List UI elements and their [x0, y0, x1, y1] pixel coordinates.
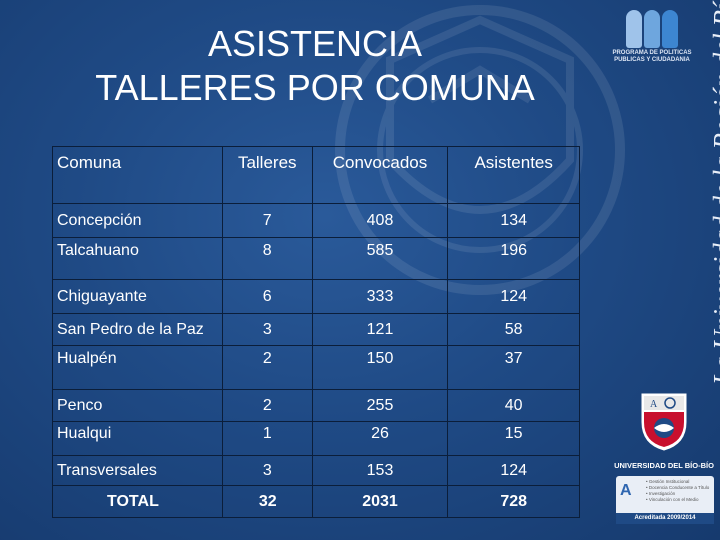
vertical-slogan: La Universidad de la Región del Bío-Bío: [708, 0, 720, 385]
cell-comuna: Hualqui: [52, 421, 223, 456]
table-row: Transversales 3 153 124: [52, 455, 580, 486]
table-row: Penco 2 255 40: [52, 389, 580, 422]
accreditation-item: • Docencia Conducente a Título: [646, 485, 710, 490]
program-caption: PROGRAMA DE POLITICAS PUBLICAS Y CIUDADA…: [612, 50, 692, 63]
cell-total-talleres: 32: [221, 485, 313, 518]
slide-title: ASISTENCIA TALLERES POR COMUNA: [40, 22, 590, 110]
university-name: UNIVERSIDAD DEL BÍO-BÍO: [614, 461, 714, 470]
cell-talleres: 7: [221, 203, 313, 238]
attendance-table: Comuna Talleres Convocados Asistentes Co…: [52, 146, 580, 518]
accreditation-badge: A • Gestión Institucional • Docencia Con…: [616, 476, 714, 524]
cell-comuna: Concepción: [52, 203, 223, 238]
cell-asistentes: 124: [447, 279, 580, 314]
table-header-row: Comuna Talleres Convocados Asistentes: [52, 146, 580, 204]
cell-convocados: 153: [311, 455, 449, 486]
cell-convocados: 585: [311, 237, 449, 280]
table-row: San Pedro de la Paz 3 121 58: [52, 313, 580, 346]
cell-talleres: 8: [221, 237, 313, 280]
cell-convocados: 333: [311, 279, 449, 314]
cell-comuna: San Pedro de la Paz: [52, 313, 223, 346]
header-talleres: Talleres: [221, 146, 313, 204]
table-row: Hualqui 1 26 15: [52, 421, 580, 456]
table-row: Concepción 7 408 134: [52, 203, 580, 238]
cell-total-convocados: 2031: [311, 485, 449, 518]
cell-convocados: 26: [311, 421, 449, 456]
accreditation-item: • Vinculación con el Medio: [646, 497, 699, 502]
table-row: Talcahuano 8 585 196: [52, 237, 580, 280]
accreditation-item: • Gestión Institucional: [646, 479, 690, 484]
svg-text:A: A: [650, 399, 658, 410]
cell-asistentes: 37: [447, 345, 580, 390]
header-asistentes: Asistentes: [447, 146, 580, 204]
cell-talleres: 6: [221, 279, 313, 314]
cell-convocados: 408: [311, 203, 449, 238]
people-icon: [612, 10, 692, 48]
cell-talleres: 2: [221, 389, 313, 422]
university-shield-icon: A: [641, 393, 687, 451]
cell-talleres: 3: [221, 455, 313, 486]
cell-asistentes: 196: [447, 237, 580, 280]
cell-comuna: Hualpén: [52, 345, 223, 390]
cell-convocados: 150: [311, 345, 449, 390]
title-line-2: TALLERES POR COMUNA: [95, 67, 535, 108]
cell-talleres: 2: [221, 345, 313, 390]
accreditation-item: • Investigación: [646, 491, 676, 496]
cell-asistentes: 134: [447, 203, 580, 238]
cell-comuna: Chiguayante: [52, 279, 223, 314]
cell-total-label: TOTAL: [52, 485, 223, 518]
program-logo: PROGRAMA DE POLITICAS PUBLICAS Y CIUDADA…: [612, 10, 692, 64]
cell-convocados: 255: [311, 389, 449, 422]
cell-talleres: 3: [221, 313, 313, 346]
cell-comuna: Talcahuano: [52, 237, 223, 280]
cell-comuna: Penco: [52, 389, 223, 422]
cell-convocados: 121: [311, 313, 449, 346]
cell-total-asistentes: 728: [447, 485, 580, 518]
cell-asistentes: 15: [447, 421, 580, 456]
cell-comuna: Transversales: [52, 455, 223, 486]
cell-asistentes: 124: [447, 455, 580, 486]
title-line-1: ASISTENCIA: [207, 23, 423, 64]
table-total-row: TOTAL 32 2031 728: [52, 485, 580, 518]
cell-asistentes: 58: [447, 313, 580, 346]
cell-talleres: 1: [221, 421, 313, 456]
accreditation-logo-icon: A: [620, 482, 632, 499]
table-row: Chiguayante 6 333 124: [52, 279, 580, 314]
accreditation-band: Acreditada 2009/2014: [616, 513, 714, 524]
header-convocados: Convocados: [311, 146, 449, 204]
table-row: Hualpén 2 150 37: [52, 345, 580, 390]
accreditation-list: • Gestión Institucional • Docencia Condu…: [646, 479, 709, 503]
header-comuna: Comuna: [52, 146, 223, 204]
cell-asistentes: 40: [447, 389, 580, 422]
